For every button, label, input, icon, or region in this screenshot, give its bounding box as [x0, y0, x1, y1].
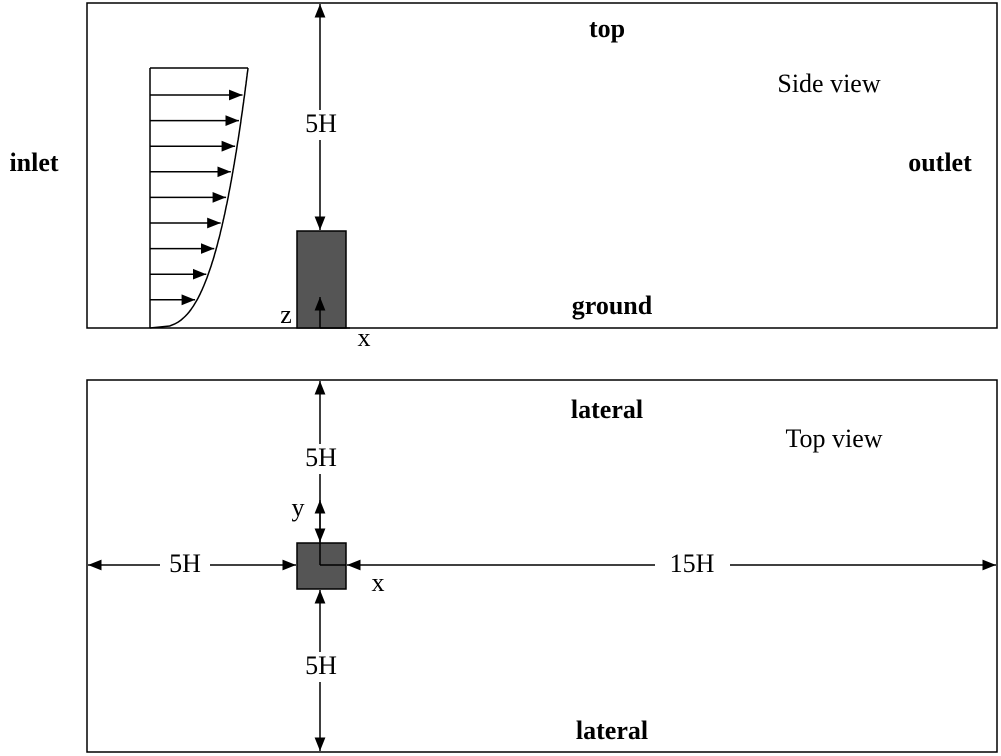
label-bg	[300, 444, 342, 474]
boundary-label: inlet	[9, 148, 58, 177]
dimension-label: 5H	[305, 651, 337, 680]
boundary-label: lateral	[571, 395, 643, 424]
dimension-label: 5H	[169, 549, 201, 578]
building-top	[296, 542, 347, 590]
boundary-label: outlet	[908, 148, 972, 177]
axis-label: z	[280, 300, 292, 329]
boundary-label: ground	[572, 291, 653, 320]
building-side	[296, 230, 347, 329]
dimension-label: 5H	[305, 109, 337, 138]
label-bg	[655, 550, 730, 580]
axis-label: x	[358, 323, 371, 352]
top-domain	[86, 379, 998, 753]
side-domain	[86, 2, 998, 329]
view-title: Side view	[777, 69, 880, 98]
boundary-label: top	[589, 14, 625, 43]
axis-label: y	[292, 493, 305, 522]
dimension-label: 15H	[670, 549, 715, 578]
dimension-label: 5H	[305, 443, 337, 472]
view-title: Top view	[785, 424, 882, 453]
boundary-label: lateral	[576, 716, 648, 745]
label-bg	[300, 652, 342, 682]
label-bg	[160, 550, 210, 580]
label-bg	[300, 110, 342, 140]
axis-label: x	[372, 568, 385, 597]
velocity-profile	[149, 67, 249, 329]
